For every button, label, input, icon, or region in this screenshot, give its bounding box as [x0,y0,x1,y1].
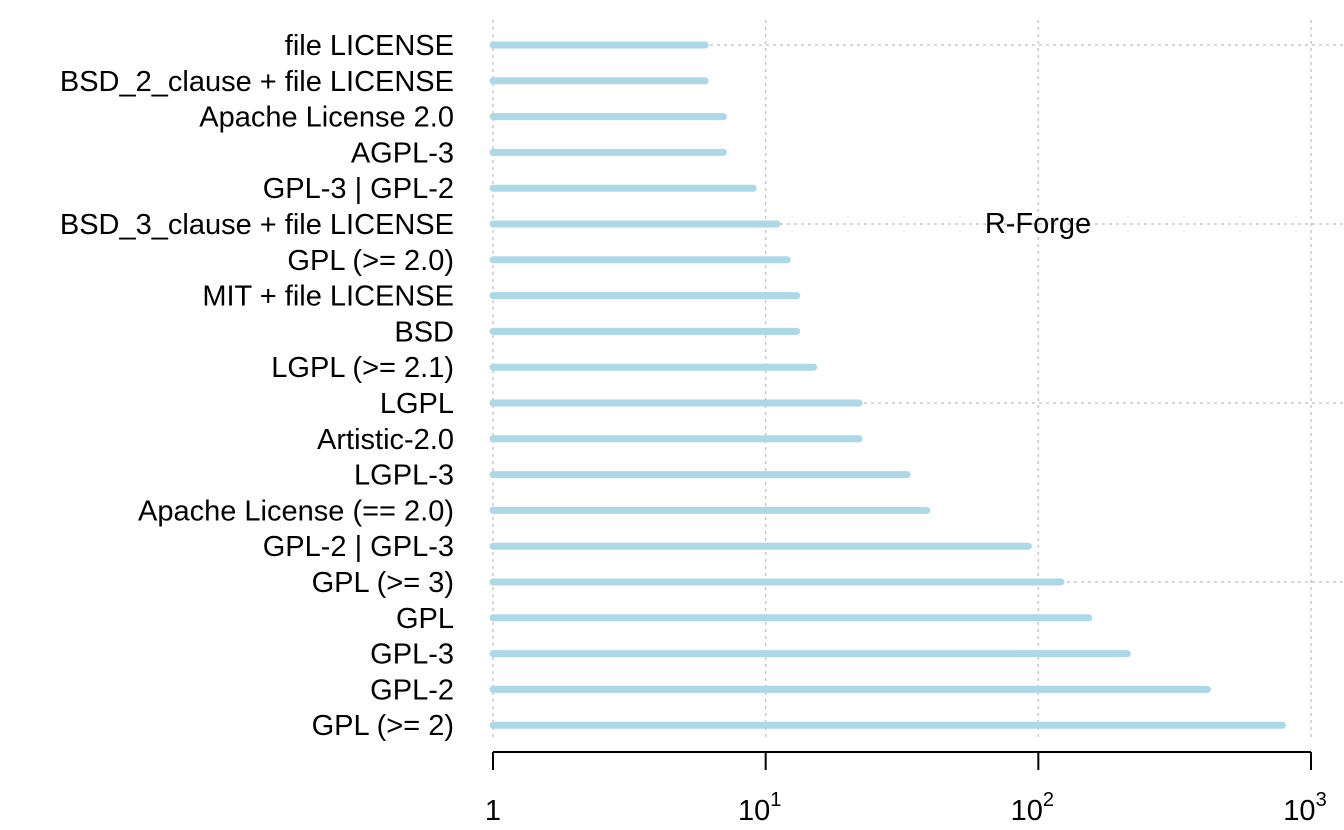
category-label: GPL [396,603,454,635]
x-axis: 1 101 102 103 [485,751,1327,827]
category-label: GPL-3 | GPL-2 [263,173,454,205]
annotation-label: R-Forge [985,208,1091,240]
x-tick-label: 103 [1283,789,1326,827]
category-label: BSD [394,316,454,348]
x-tick-exponent: 1 [770,789,781,811]
x-tick-exponent: 3 [1316,789,1327,811]
x-tick-base: 10 [1011,795,1043,827]
category-label: MIT + file LICENSE [202,281,454,313]
category-label: Apache License (== 2.0) [138,495,454,527]
x-tick-exponent: 2 [1043,789,1054,811]
category-label: file LICENSE [285,30,454,62]
category-labels: file LICENSE BSD_2_clause + file LICENSE A… [60,30,454,742]
category-label: GPL (>= 2) [312,710,454,742]
category-label: GPL-2 [370,674,454,706]
category-label: Apache License 2.0 [199,102,454,134]
category-label: AGPL-3 [351,137,454,169]
category-label: BSD_3_clause + file LICENSE [60,209,454,241]
x-tick-label: 102 [1011,789,1054,827]
category-label: LGPL [380,388,454,420]
category-label: LGPL (>= 2.1) [271,352,454,384]
x-tick-base: 1 [485,795,501,827]
category-label: Artistic-2.0 [317,424,454,456]
category-label: GPL (>= 2.0) [287,245,454,277]
x-tick-base: 10 [738,795,770,827]
category-label: GPL (>= 3) [312,567,454,599]
x-tick-label: 101 [738,789,781,827]
category-label: BSD_2_clause + file LICENSE [60,66,454,98]
category-label: LGPL-3 [354,460,454,492]
category-label: GPL-3 [370,639,454,671]
grid-layer [492,20,1344,740]
category-label: GPL-2 | GPL-3 [263,531,454,563]
x-tick-base: 10 [1283,795,1315,827]
x-tick-label: 1 [485,795,501,827]
bar-layer [489,41,1286,729]
